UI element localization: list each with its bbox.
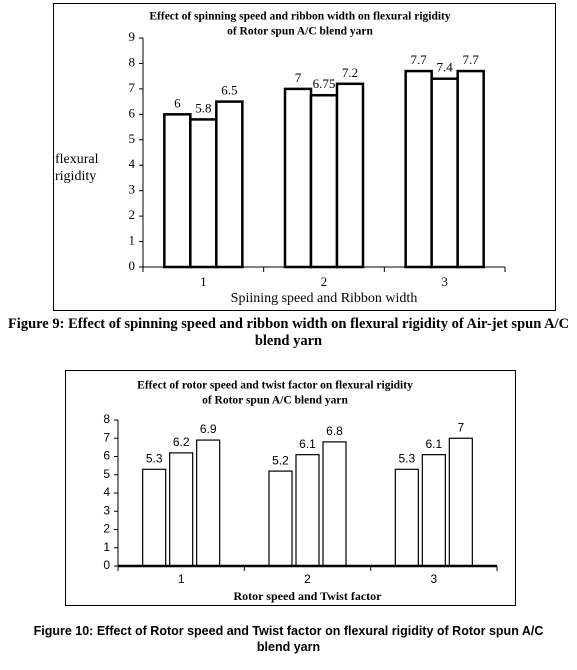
chart-title: of Rotor spun A/C blend yarn xyxy=(227,26,373,38)
value-label: 7 xyxy=(457,420,464,434)
y-axis-label: rigidity xyxy=(55,169,96,184)
bar xyxy=(196,439,221,567)
bar xyxy=(404,69,433,269)
y-tick-label: 6 xyxy=(129,105,136,120)
value-label: 6.5 xyxy=(221,83,237,98)
y-tick-label: 2 xyxy=(129,207,136,222)
value-label: 7.4 xyxy=(437,60,454,75)
value-label: 6.8 xyxy=(326,424,343,438)
y-tick-label: 1 xyxy=(103,540,110,554)
bar xyxy=(430,77,459,269)
chart-frame xyxy=(53,3,556,311)
bar xyxy=(309,94,339,269)
y-tick-label: 4 xyxy=(129,156,136,171)
bar xyxy=(189,118,218,269)
y-tick-label: 4 xyxy=(103,485,110,499)
x-tick-label: 1 xyxy=(178,572,185,586)
y-tick-label: 3 xyxy=(103,503,110,517)
chart-title: Effect of rotor speed and twist factor o… xyxy=(137,380,413,392)
x-tick-label: 3 xyxy=(441,274,448,289)
figure-caption: Figure 10: Effect of Rotor speed and Twi… xyxy=(33,624,544,654)
y-tick-label: 0 xyxy=(129,258,136,273)
x-tick-label: 1 xyxy=(200,274,207,289)
bar xyxy=(163,113,192,269)
bar xyxy=(268,470,293,567)
y-tick-label: 7 xyxy=(103,430,110,444)
y-tick-label: 7 xyxy=(129,80,136,95)
value-label: 6 xyxy=(174,95,181,110)
value-label: 7.7 xyxy=(463,52,480,67)
y-tick-label: 5 xyxy=(103,467,110,481)
y-tick-label: 8 xyxy=(129,54,136,69)
value-label: 5.2 xyxy=(272,453,289,467)
bar xyxy=(421,454,446,567)
x-tick-label: 3 xyxy=(430,572,437,586)
value-label: 6.75 xyxy=(313,76,336,91)
value-label: 6.1 xyxy=(299,437,316,451)
y-tick-label: 0 xyxy=(103,558,110,572)
value-label: 7.7 xyxy=(411,52,428,67)
value-label: 5.3 xyxy=(146,451,163,465)
value-label: 6.1 xyxy=(425,437,442,451)
y-tick-label: 8 xyxy=(103,412,110,426)
value-label: 5.3 xyxy=(398,451,415,465)
bar xyxy=(215,100,244,269)
x-tick-label: 2 xyxy=(321,274,328,289)
y-tick-label: 6 xyxy=(103,449,110,463)
chart-frame xyxy=(65,370,516,606)
bar xyxy=(322,441,347,567)
y-tick-label: 9 xyxy=(129,29,136,44)
value-label: 7.2 xyxy=(342,65,358,80)
bar xyxy=(448,437,473,567)
bar xyxy=(456,69,485,269)
bar xyxy=(283,87,313,269)
value-label: 5.8 xyxy=(195,100,211,115)
y-tick-label: 2 xyxy=(103,522,110,536)
bar xyxy=(335,82,365,269)
y-tick-label: 1 xyxy=(129,233,136,248)
y-axis-label: flexural xyxy=(55,152,99,167)
chart-title: of Rotor spun A/C blend yarn xyxy=(202,395,348,407)
value-label: 6.9 xyxy=(200,422,217,436)
value-label: 6.2 xyxy=(173,435,190,449)
x-axis-label: Spiining speed and Ribbon width xyxy=(231,291,418,306)
bar xyxy=(142,468,167,567)
value-label: 7 xyxy=(295,70,302,85)
y-tick-label: 5 xyxy=(129,131,136,146)
x-axis-label: Rotor speed and Twist factor xyxy=(234,589,383,603)
figure-caption: Figure 9: Effect of spinning speed and r… xyxy=(7,316,570,349)
y-tick-label: 3 xyxy=(129,182,136,197)
bar xyxy=(169,452,194,567)
x-tick-label: 2 xyxy=(304,572,311,586)
chart-title: Effect of spinning speed and ribbon widt… xyxy=(149,11,451,23)
bar xyxy=(394,468,419,567)
bar xyxy=(295,454,320,567)
